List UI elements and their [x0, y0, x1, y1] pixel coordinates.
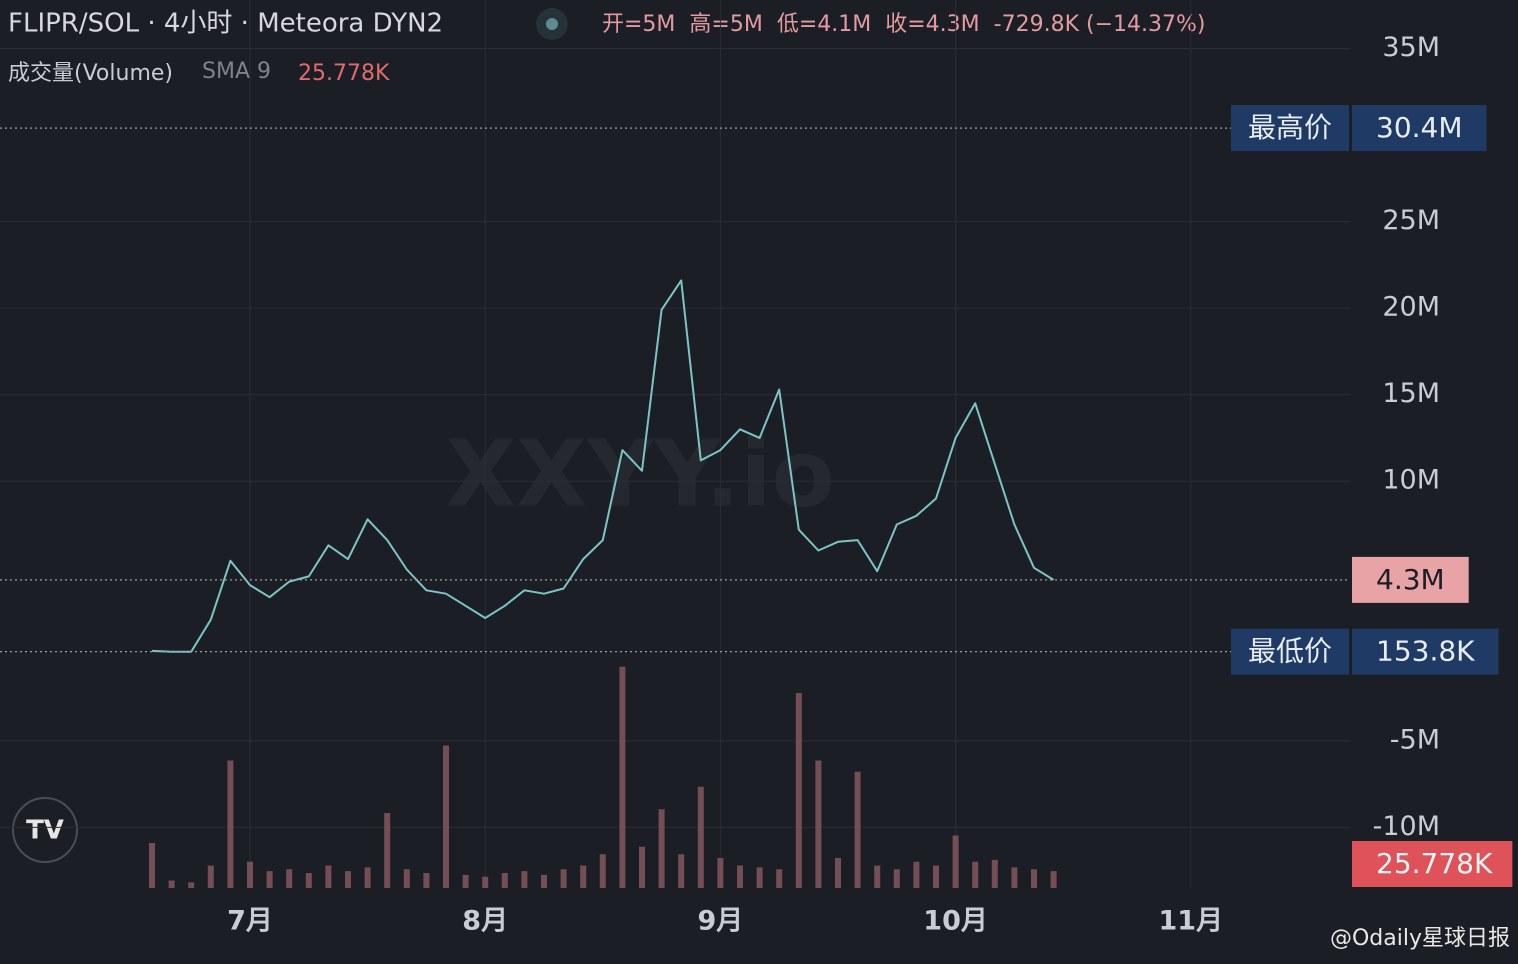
volume-bar: [286, 869, 293, 888]
volume-bar: [188, 882, 195, 888]
sma-value: 25.778K: [298, 61, 390, 86]
y-tick-label: -5M: [1390, 724, 1440, 755]
volume-bar: [991, 859, 998, 888]
volume-bar: [149, 843, 155, 888]
marker-value: 30.4M: [1376, 111, 1463, 144]
marker-label: 最低价: [1248, 635, 1332, 668]
marker-value: 4.3M: [1376, 563, 1445, 596]
volume-bar: [580, 865, 587, 888]
x-tick-label: 11月: [1159, 906, 1224, 937]
volume-bar: [756, 867, 763, 888]
volume-bar: [207, 865, 214, 888]
marker-label: 最高价: [1248, 111, 1332, 144]
volume-bar: [619, 666, 626, 888]
y-tick-label: 35M: [1382, 32, 1440, 63]
sma-value-box: [1352, 841, 1513, 887]
volume-bar: [717, 858, 724, 888]
volume-bar: [423, 873, 430, 888]
volume-bar: [737, 865, 743, 888]
volume-bar: [443, 745, 449, 888]
volume-bar: [364, 867, 371, 888]
y-tick-label: 15M: [1382, 378, 1440, 409]
volume-bar: [697, 786, 704, 888]
logo-mark: TV: [26, 816, 64, 846]
volume-bar: [1050, 871, 1057, 888]
volume-bar: [933, 865, 939, 888]
x-tick-label: 7月: [227, 906, 273, 937]
volume-bar: [658, 809, 665, 888]
volume-bar: [384, 813, 391, 888]
volume-bar: [639, 846, 645, 888]
source: @Odaily星球日报: [1330, 926, 1510, 951]
marker-label-box: [1231, 628, 1349, 675]
y-tick-label: 25M: [1382, 205, 1440, 236]
ohlc-value: 开=5M: [602, 12, 675, 37]
volume-bar: [541, 874, 547, 888]
volume-bar: [325, 865, 332, 888]
volume-bar: [305, 873, 312, 888]
volume-bar: [972, 861, 979, 888]
ohlc-value: 收=4.3M: [885, 12, 979, 37]
volume-bar: [815, 760, 822, 888]
volume-bar: [462, 874, 469, 888]
volume-bar: [795, 693, 802, 888]
x-tick-label: 9月: [698, 906, 744, 937]
y-tick-label: 20M: [1382, 292, 1440, 323]
x-tick-label: 10月: [923, 906, 988, 937]
sma-axis-value: 25.778K: [1376, 847, 1493, 880]
volume-bar: [678, 854, 685, 888]
y-tick-label: 10M: [1382, 465, 1440, 496]
volume-bar: [1011, 867, 1018, 888]
price-line: [151, 279, 1055, 653]
volume-bar: [560, 869, 567, 888]
volume-bar: [776, 869, 783, 888]
volume-bar: [345, 871, 351, 888]
volume-bar: [835, 858, 841, 888]
volume-bar: [501, 873, 508, 888]
volume-bar: [403, 869, 410, 888]
volume-label: 成交量(Volume): [8, 61, 173, 86]
volume-bar: [854, 771, 861, 888]
sma-label: SMA 9: [202, 59, 271, 84]
logo: [12, 797, 78, 863]
volume-bar: [247, 861, 253, 888]
volume-bar: [1031, 869, 1037, 888]
watermark: XXYY.io: [445, 420, 835, 527]
volume-bar: [521, 871, 528, 888]
marker-label-box: [1231, 105, 1349, 152]
volume-bar: [893, 869, 900, 888]
volume-bar: [227, 760, 234, 888]
volume-bar: [482, 876, 489, 888]
marker-value-box: [1352, 105, 1487, 152]
volume-bar: [874, 865, 881, 888]
marker-value-box: [1352, 628, 1499, 675]
status-dot: [546, 18, 558, 30]
ohlc-value: -729.8K (−14.37%): [994, 12, 1206, 37]
chart-title: FLIPR/SOL · 4小时 · Meteora DYN2: [8, 9, 443, 39]
x-tick-label: 8月: [462, 906, 508, 937]
y-tick-label: -10M: [1373, 811, 1440, 842]
volume-bar: [952, 835, 959, 888]
ohlc-value: 低=4.1M: [777, 12, 871, 37]
volume-bar: [599, 854, 606, 888]
ohlc-value: 高=5M: [689, 12, 762, 37]
volume-bar: [266, 871, 273, 888]
volume-bar: [913, 861, 920, 888]
marker-value-box: [1352, 556, 1469, 603]
marker-value: 153.8K: [1376, 635, 1475, 668]
volume-bar: [168, 880, 175, 888]
